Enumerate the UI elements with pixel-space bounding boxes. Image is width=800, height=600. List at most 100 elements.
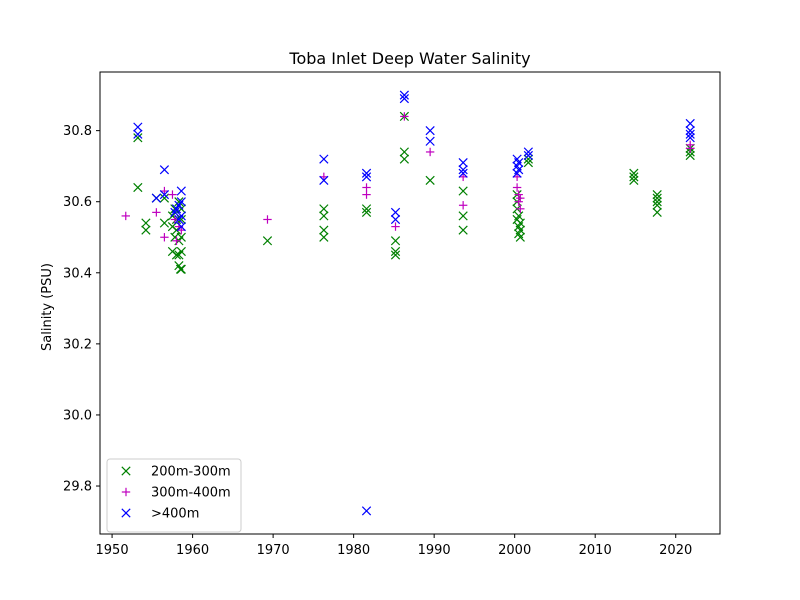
data-point [685, 133, 695, 143]
data-point [390, 246, 401, 257]
data-point [176, 186, 186, 196]
data-point [399, 147, 409, 157]
data-point [262, 236, 273, 246]
data-point [319, 204, 329, 214]
data-point [685, 118, 695, 129]
legend-marker [121, 508, 131, 518]
data-point [458, 165, 468, 175]
data-point [425, 126, 435, 136]
data-point [390, 250, 401, 260]
plot-frame [99, 71, 721, 535]
y-tick-label: 30.6 [63, 195, 92, 210]
y-tick-label: 29.8 [63, 480, 92, 495]
data-point [390, 207, 401, 218]
data-point [514, 211, 524, 221]
x-tick-label: 2010 [579, 543, 612, 558]
legend-marker [121, 487, 131, 497]
data-point [361, 204, 372, 214]
data-point [399, 90, 409, 100]
data-point [121, 211, 130, 221]
data-point [171, 250, 182, 260]
data-point [523, 150, 533, 161]
data-point [685, 126, 695, 136]
data-point [159, 218, 170, 228]
data-point [319, 175, 329, 186]
data-point [263, 215, 272, 224]
data-point [629, 172, 639, 182]
data-point [319, 154, 329, 164]
data-point [425, 147, 435, 157]
data-point [176, 246, 186, 257]
data-point [523, 157, 533, 168]
y-axis-label: Salinity (PSU) [40, 263, 55, 351]
x-tick-label: 1950 [96, 543, 129, 558]
y-tick-label: 30.2 [63, 337, 92, 352]
data-point [176, 197, 186, 207]
x-tick-label: 1960 [176, 543, 209, 558]
data-point [458, 168, 468, 178]
data-point [458, 157, 468, 168]
x-tick-label: 1980 [337, 543, 370, 558]
data-point [516, 204, 525, 214]
data-point [361, 172, 372, 182]
data-point [400, 112, 409, 121]
data-point [523, 154, 533, 164]
data-point [133, 122, 143, 132]
data-point [458, 201, 468, 210]
data-point [141, 225, 151, 235]
legend-label: >400m [151, 507, 199, 522]
data-point [152, 208, 161, 217]
data-point [176, 264, 186, 274]
legend-label: 300m-400m [151, 486, 231, 501]
x-axis: 1950 1960 1970 1980 1990 2000 2010 2020 [96, 534, 692, 558]
data-point [514, 197, 523, 206]
legend-marker [121, 466, 131, 476]
x-tick-label: 1970 [257, 543, 290, 558]
data-point [458, 186, 468, 196]
legend-box [106, 458, 242, 533]
legend: 200m-300m 300m-400m >400m [106, 458, 242, 533]
data-point [151, 193, 161, 203]
data-point [514, 165, 524, 175]
x-tick-label: 1990 [418, 543, 451, 558]
data-point [159, 189, 170, 200]
data-point [159, 165, 170, 175]
data-point [685, 129, 695, 139]
x-tick-label: 2000 [498, 543, 531, 558]
data-point [629, 175, 639, 186]
legend-label: 200m-300m [151, 465, 231, 480]
data-point [515, 232, 525, 242]
data-point [176, 221, 186, 232]
data-point [512, 183, 522, 192]
data-point [514, 157, 524, 168]
data-point [652, 193, 662, 203]
data-point [168, 190, 177, 199]
data-point [390, 236, 401, 246]
data-point [425, 136, 435, 146]
data-point [361, 506, 372, 516]
data-point [523, 147, 533, 157]
data-point [515, 225, 525, 235]
data-point [172, 236, 181, 246]
y-tick-label: 30.4 [63, 266, 92, 281]
data-point [176, 211, 186, 221]
data-point [319, 232, 329, 242]
data-point [516, 193, 525, 203]
series-0 [133, 111, 695, 274]
data-point [399, 94, 409, 104]
data-point [133, 182, 143, 193]
data-point [458, 225, 468, 235]
data-point [399, 154, 409, 164]
y-axis: 29.8 30.0 30.2 30.4 30.6 30.8 [63, 124, 100, 495]
data-point [425, 175, 435, 186]
data-point [133, 129, 143, 139]
data-point [319, 225, 329, 235]
data-point [629, 168, 639, 178]
data-point [361, 207, 372, 218]
data-point [390, 214, 401, 225]
data-point [652, 197, 662, 207]
data-point [160, 233, 169, 242]
data-point [133, 133, 143, 143]
data-point [652, 200, 662, 210]
data-point [362, 183, 371, 192]
